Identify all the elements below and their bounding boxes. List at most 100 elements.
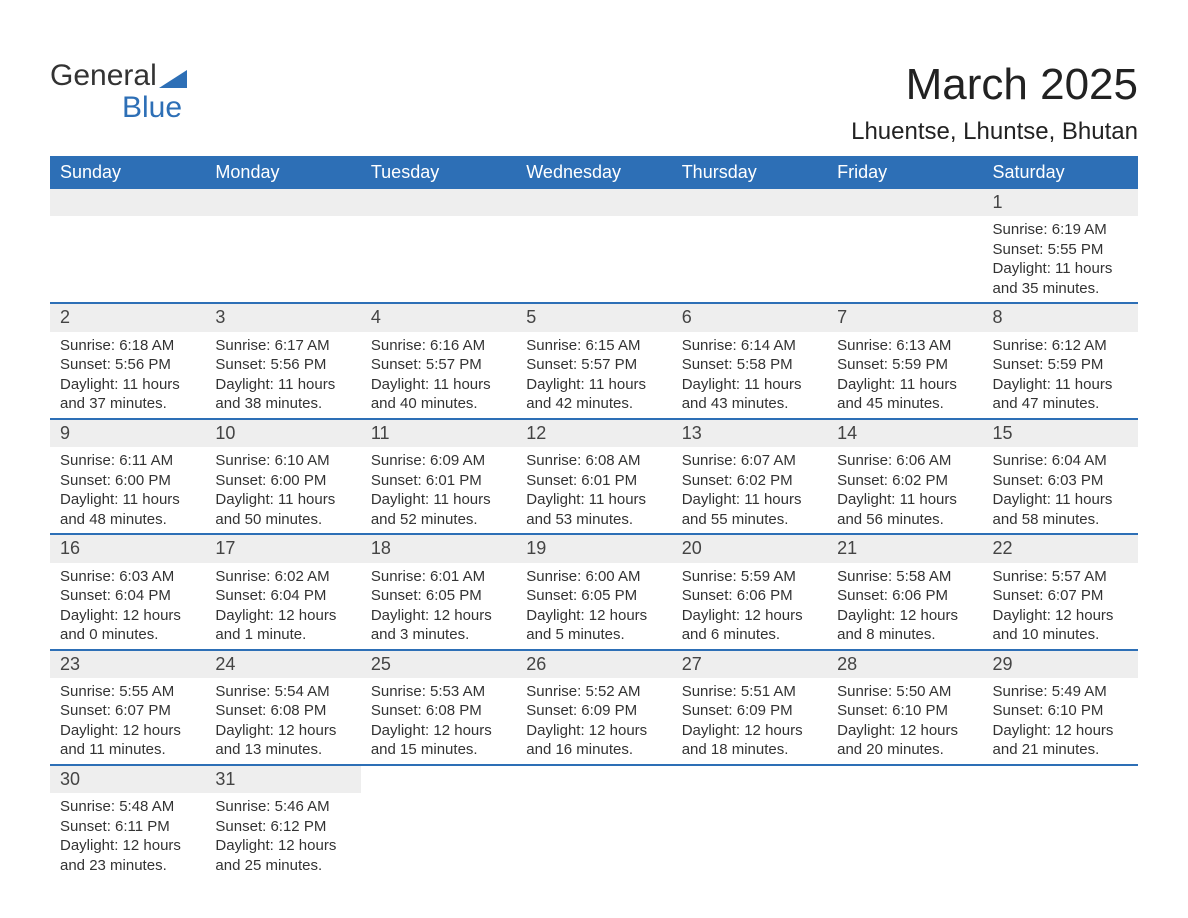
day-detail-sunset: Sunset: 5:58 PM <box>682 355 817 375</box>
day-number: 3 <box>205 304 360 331</box>
day-detail-daylight2: and 25 minutes. <box>215 856 350 876</box>
day-detail-sunset: Sunset: 6:01 PM <box>371 471 506 491</box>
calendar-day-cell <box>516 765 671 879</box>
calendar-day-cell <box>361 765 516 879</box>
calendar-day-cell: 14Sunrise: 6:06 AMSunset: 6:02 PMDayligh… <box>827 419 982 534</box>
day-detail-daylight2: and 13 minutes. <box>215 740 350 760</box>
day-detail-daylight1: Daylight: 11 hours <box>993 490 1128 510</box>
empty-daynum-bar <box>361 189 516 216</box>
calendar-day-cell <box>205 189 360 303</box>
calendar-day-cell <box>827 189 982 303</box>
day-detail-sunrise: Sunrise: 6:17 AM <box>215 336 350 356</box>
day-detail-daylight2: and 11 minutes. <box>60 740 195 760</box>
day-detail-sunset: Sunset: 6:01 PM <box>526 471 661 491</box>
day-number: 14 <box>827 420 982 447</box>
calendar-week-row: 9Sunrise: 6:11 AMSunset: 6:00 PMDaylight… <box>50 419 1138 534</box>
calendar-day-cell: 31Sunrise: 5:46 AMSunset: 6:12 PMDayligh… <box>205 765 360 879</box>
calendar-day-cell: 29Sunrise: 5:49 AMSunset: 6:10 PMDayligh… <box>983 650 1138 765</box>
day-detail-sunset: Sunset: 6:00 PM <box>215 471 350 491</box>
calendar-day-cell: 4Sunrise: 6:16 AMSunset: 5:57 PMDaylight… <box>361 303 516 418</box>
day-detail-sunrise: Sunrise: 5:46 AM <box>215 797 350 817</box>
calendar-day-cell: 22Sunrise: 5:57 AMSunset: 6:07 PMDayligh… <box>983 534 1138 649</box>
day-number: 7 <box>827 304 982 331</box>
day-detail-daylight2: and 35 minutes. <box>993 279 1128 299</box>
day-detail-daylight1: Daylight: 12 hours <box>993 721 1128 741</box>
day-detail-sunset: Sunset: 6:07 PM <box>60 701 195 721</box>
weekday-header: Saturday <box>983 156 1138 189</box>
calendar-table: SundayMondayTuesdayWednesdayThursdayFrid… <box>50 156 1138 879</box>
day-detail-daylight2: and 18 minutes. <box>682 740 817 760</box>
weekday-header: Friday <box>827 156 982 189</box>
day-detail-daylight1: Daylight: 12 hours <box>215 721 350 741</box>
day-detail-daylight1: Daylight: 12 hours <box>60 721 195 741</box>
day-detail-daylight1: Daylight: 11 hours <box>215 375 350 395</box>
calendar-day-cell: 13Sunrise: 6:07 AMSunset: 6:02 PMDayligh… <box>672 419 827 534</box>
day-detail-sunrise: Sunrise: 6:16 AM <box>371 336 506 356</box>
day-detail-sunrise: Sunrise: 6:07 AM <box>682 451 817 471</box>
day-detail-sunrise: Sunrise: 6:13 AM <box>837 336 972 356</box>
calendar-day-cell <box>983 765 1138 879</box>
day-number: 10 <box>205 420 360 447</box>
calendar-week-row: 2Sunrise: 6:18 AMSunset: 5:56 PMDaylight… <box>50 303 1138 418</box>
calendar-day-cell: 20Sunrise: 5:59 AMSunset: 6:06 PMDayligh… <box>672 534 827 649</box>
day-number: 17 <box>205 535 360 562</box>
day-detail-sunrise: Sunrise: 6:03 AM <box>60 567 195 587</box>
calendar-week-row: 1Sunrise: 6:19 AMSunset: 5:55 PMDaylight… <box>50 189 1138 303</box>
calendar-day-cell: 1Sunrise: 6:19 AMSunset: 5:55 PMDaylight… <box>983 189 1138 303</box>
day-detail-daylight1: Daylight: 11 hours <box>60 375 195 395</box>
day-detail-daylight1: Daylight: 12 hours <box>60 606 195 626</box>
calendar-day-cell: 2Sunrise: 6:18 AMSunset: 5:56 PMDaylight… <box>50 303 205 418</box>
day-detail-daylight1: Daylight: 12 hours <box>215 836 350 856</box>
day-detail-sunrise: Sunrise: 5:59 AM <box>682 567 817 587</box>
day-detail-sunset: Sunset: 6:05 PM <box>371 586 506 606</box>
day-detail-daylight2: and 47 minutes. <box>993 394 1128 414</box>
day-detail-daylight2: and 6 minutes. <box>682 625 817 645</box>
day-detail-daylight2: and 21 minutes. <box>993 740 1128 760</box>
day-detail-daylight2: and 48 minutes. <box>60 510 195 530</box>
day-detail-sunset: Sunset: 6:02 PM <box>682 471 817 491</box>
day-detail-sunrise: Sunrise: 6:09 AM <box>371 451 506 471</box>
day-detail-sunset: Sunset: 6:06 PM <box>837 586 972 606</box>
day-detail-daylight2: and 0 minutes. <box>60 625 195 645</box>
day-detail-daylight1: Daylight: 12 hours <box>215 606 350 626</box>
day-number: 12 <box>516 420 671 447</box>
calendar-day-cell: 26Sunrise: 5:52 AMSunset: 6:09 PMDayligh… <box>516 650 671 765</box>
calendar-day-cell: 11Sunrise: 6:09 AMSunset: 6:01 PMDayligh… <box>361 419 516 534</box>
day-detail-daylight1: Daylight: 12 hours <box>60 836 195 856</box>
empty-daynum-bar <box>205 189 360 216</box>
day-number: 11 <box>361 420 516 447</box>
day-number: 9 <box>50 420 205 447</box>
day-detail-sunrise: Sunrise: 5:51 AM <box>682 682 817 702</box>
day-number: 26 <box>516 651 671 678</box>
calendar-day-cell: 23Sunrise: 5:55 AMSunset: 6:07 PMDayligh… <box>50 650 205 765</box>
day-detail-daylight2: and 45 minutes. <box>837 394 972 414</box>
day-detail-daylight1: Daylight: 12 hours <box>837 721 972 741</box>
day-detail-sunrise: Sunrise: 5:53 AM <box>371 682 506 702</box>
day-detail-sunset: Sunset: 6:02 PM <box>837 471 972 491</box>
day-detail-daylight1: Daylight: 11 hours <box>837 375 972 395</box>
day-detail-daylight1: Daylight: 11 hours <box>215 490 350 510</box>
calendar-day-cell: 9Sunrise: 6:11 AMSunset: 6:00 PMDaylight… <box>50 419 205 534</box>
day-detail-sunrise: Sunrise: 5:55 AM <box>60 682 195 702</box>
calendar-day-cell: 27Sunrise: 5:51 AMSunset: 6:09 PMDayligh… <box>672 650 827 765</box>
day-number: 16 <box>50 535 205 562</box>
day-detail-daylight1: Daylight: 12 hours <box>371 721 506 741</box>
day-detail-sunset: Sunset: 6:10 PM <box>837 701 972 721</box>
day-detail-daylight1: Daylight: 12 hours <box>526 606 661 626</box>
day-detail-sunset: Sunset: 5:59 PM <box>993 355 1128 375</box>
calendar-day-cell: 16Sunrise: 6:03 AMSunset: 6:04 PMDayligh… <box>50 534 205 649</box>
day-detail-daylight2: and 52 minutes. <box>371 510 506 530</box>
day-detail-sunrise: Sunrise: 6:04 AM <box>993 451 1128 471</box>
day-detail-daylight1: Daylight: 12 hours <box>682 721 817 741</box>
day-detail-sunrise: Sunrise: 5:49 AM <box>993 682 1128 702</box>
day-detail-daylight2: and 1 minute. <box>215 625 350 645</box>
day-detail-sunrise: Sunrise: 6:11 AM <box>60 451 195 471</box>
day-detail-daylight1: Daylight: 12 hours <box>837 606 972 626</box>
logo: General Blue <box>50 60 187 123</box>
day-number: 5 <box>516 304 671 331</box>
calendar-day-cell: 7Sunrise: 6:13 AMSunset: 5:59 PMDaylight… <box>827 303 982 418</box>
day-detail-daylight2: and 55 minutes. <box>682 510 817 530</box>
day-number: 29 <box>983 651 1138 678</box>
day-detail-sunrise: Sunrise: 6:08 AM <box>526 451 661 471</box>
calendar-day-cell: 12Sunrise: 6:08 AMSunset: 6:01 PMDayligh… <box>516 419 671 534</box>
